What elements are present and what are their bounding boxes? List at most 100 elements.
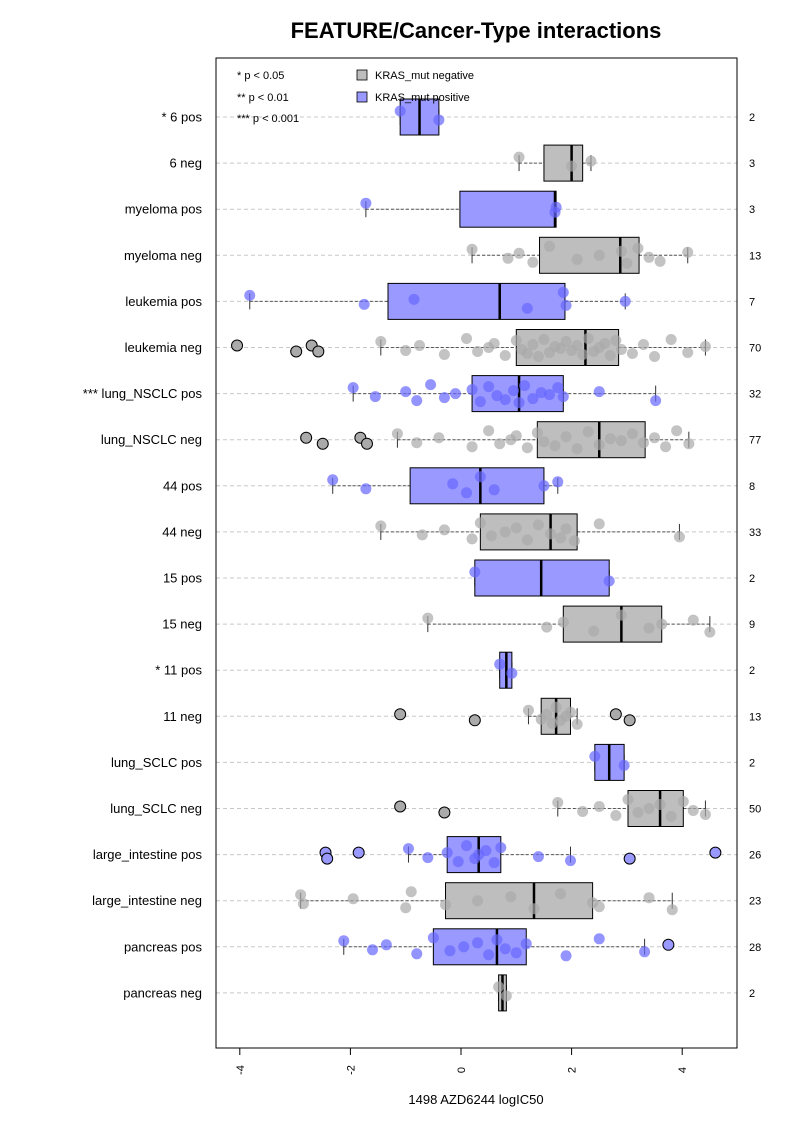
count-label: 70 <box>749 343 761 355</box>
data-point <box>538 436 550 448</box>
data-point <box>474 517 486 529</box>
data-point <box>550 201 562 213</box>
x-tick-label: 0 <box>456 1067 468 1073</box>
outlier-point <box>360 437 373 450</box>
legend-swatch-positive <box>356 91 368 103</box>
data-point <box>472 937 484 949</box>
data-point <box>643 251 655 263</box>
data-point <box>466 533 478 545</box>
count-label: 2 <box>749 573 755 585</box>
data-point <box>297 898 309 910</box>
data-point <box>466 384 478 396</box>
data-point <box>414 340 426 351</box>
legend-sig-3: *** p < 0.001 <box>237 113 299 125</box>
data-point <box>510 335 522 346</box>
data-point <box>571 443 583 455</box>
group-label: 6 neg <box>169 156 202 171</box>
data-point <box>531 427 543 439</box>
x-tick-label: -2 <box>345 1065 357 1075</box>
group-label: * 11 pos <box>155 663 202 678</box>
data-point <box>427 932 439 944</box>
data-point <box>499 394 511 406</box>
data-point <box>535 387 547 399</box>
data-point <box>604 350 616 361</box>
boxes <box>249 98 711 1012</box>
x-tick-label: 2 <box>567 1067 579 1073</box>
data-point <box>400 345 412 356</box>
data-point <box>588 625 600 637</box>
x-axis: -4 -2 0 2 4 <box>235 1048 689 1075</box>
count-label: 32 <box>749 389 761 401</box>
data-point <box>643 803 655 814</box>
group-label: 44 neg <box>162 524 202 539</box>
data-point <box>550 701 562 713</box>
legend: * p < 0.05 ** p < 0.01 *** p < 0.001 KRA… <box>237 69 474 125</box>
data-point <box>472 895 484 907</box>
data-point <box>513 247 525 259</box>
data-point <box>394 105 406 117</box>
data-point <box>327 474 339 486</box>
data-point <box>621 257 633 269</box>
data-point <box>557 391 569 403</box>
data-point <box>568 535 580 547</box>
data-point <box>593 518 605 530</box>
count-label: 2 <box>749 757 755 769</box>
data-point <box>543 240 555 252</box>
data-point <box>405 886 417 898</box>
data-point <box>461 840 473 852</box>
data-point <box>461 487 473 499</box>
group-label: myeloma pos <box>125 202 203 217</box>
data-point <box>513 397 525 409</box>
data-point <box>585 155 597 167</box>
group-label: 15 pos <box>163 571 203 586</box>
data-point <box>360 197 372 209</box>
data-point <box>522 704 534 716</box>
data-point <box>338 935 350 947</box>
data-point <box>643 622 655 634</box>
data-point <box>687 614 699 626</box>
outlier-point <box>316 437 329 450</box>
data-point <box>425 379 437 391</box>
data-point <box>560 431 572 443</box>
data-point <box>447 478 459 490</box>
data-point <box>411 948 423 960</box>
data-point <box>519 380 531 392</box>
data-points <box>231 105 722 1002</box>
y-axis-labels: * 6 pos 6 neg myeloma pos myeloma neg leukem… <box>83 110 203 1001</box>
data-point <box>622 794 634 805</box>
data-point <box>375 520 387 532</box>
count-label: 77 <box>749 435 761 447</box>
data-point <box>510 947 522 959</box>
data-point <box>604 433 616 445</box>
data-point <box>660 441 672 453</box>
data-point <box>466 441 478 453</box>
data-point <box>582 333 594 344</box>
legend-sig-1: * p < 0.05 <box>237 70 284 82</box>
data-point <box>347 382 359 394</box>
data-point <box>649 432 661 444</box>
data-point <box>532 851 544 863</box>
data-point <box>704 626 716 638</box>
outlier-point <box>709 846 722 859</box>
data-point <box>438 349 450 360</box>
count-label: 33 <box>749 527 761 539</box>
group-label: leukemia pos <box>125 294 202 309</box>
data-point <box>582 426 594 438</box>
data-point <box>560 299 572 311</box>
data-point <box>564 855 576 867</box>
data-point <box>599 338 611 349</box>
legend-swatch-negative <box>356 69 368 81</box>
data-point <box>546 717 558 729</box>
data-point <box>649 351 661 362</box>
group-label: lung_SCLC neg <box>110 801 202 816</box>
count-label: 3 <box>749 204 755 216</box>
data-point <box>615 435 627 447</box>
data-point <box>682 347 694 358</box>
data-point <box>408 293 420 305</box>
chart-title: FEATURE/Cancer-Type interactions <box>291 18 662 43</box>
x-tick-label: 4 <box>677 1067 689 1073</box>
group-label: * 6 pos <box>162 110 203 125</box>
data-point <box>295 889 307 901</box>
box <box>459 190 557 228</box>
